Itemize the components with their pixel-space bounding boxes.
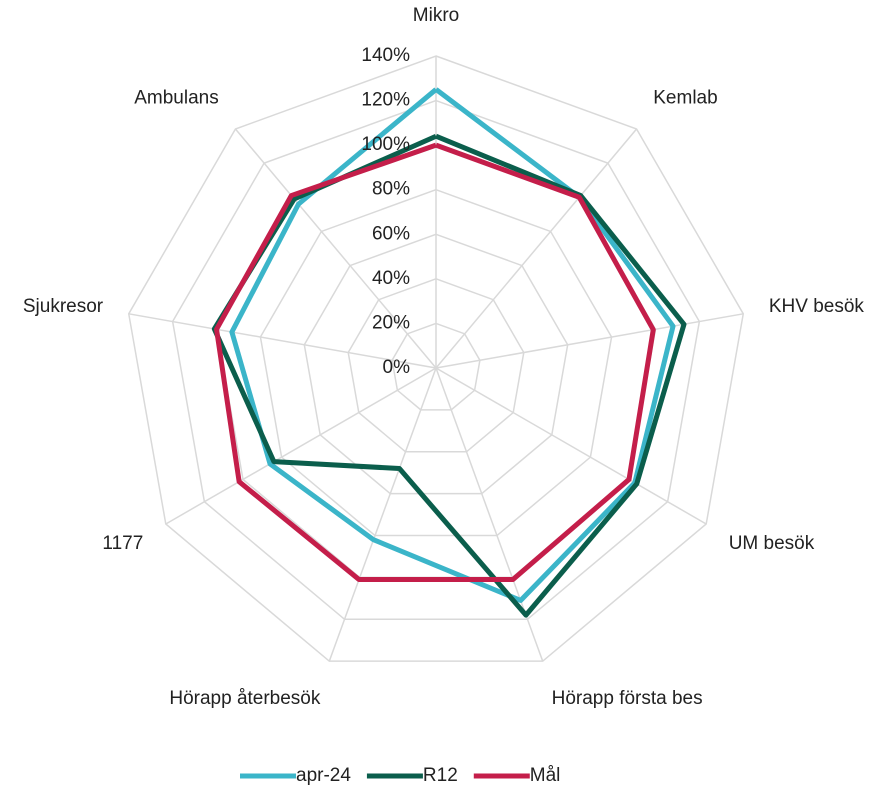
spoke xyxy=(165,367,437,525)
tick-label: 20% xyxy=(372,312,410,333)
grid-ring xyxy=(171,99,701,621)
tick-label: 60% xyxy=(372,223,410,244)
spoke xyxy=(328,367,437,662)
series-line xyxy=(229,87,676,603)
tick-label: 80% xyxy=(372,179,410,200)
legend-label: Mål xyxy=(530,765,561,786)
legend-label: apr-24 xyxy=(296,765,351,786)
category-label: KHV besök xyxy=(769,296,865,317)
tick-label: 0% xyxy=(383,357,411,378)
legend-label: R12 xyxy=(423,765,458,786)
category-label: Sjukresor xyxy=(23,296,104,317)
grid-ring xyxy=(391,322,481,411)
grid-ring xyxy=(259,188,613,537)
spoke xyxy=(234,128,437,369)
grid-ring xyxy=(303,233,569,495)
tick-label: 40% xyxy=(372,268,410,289)
category-label: Ambulans xyxy=(134,87,219,108)
spoke xyxy=(435,367,707,525)
category-label: Hörapp första bes xyxy=(552,688,703,709)
category-label: 1177 xyxy=(102,533,143,554)
tick-label: 120% xyxy=(361,90,410,111)
grid-ring xyxy=(127,55,745,662)
spoke xyxy=(128,313,437,369)
category-label: Kemlab xyxy=(653,87,717,108)
spoke xyxy=(435,128,638,369)
tick-label: 140% xyxy=(361,45,410,66)
grid-ring xyxy=(347,278,525,453)
series-line xyxy=(214,142,656,583)
category-label: Mikro xyxy=(413,5,459,26)
spoke xyxy=(435,313,744,369)
category-label: Hörapp återbesök xyxy=(169,688,321,709)
tick-label: 100% xyxy=(361,134,410,155)
category-label: UM besök xyxy=(729,533,815,554)
